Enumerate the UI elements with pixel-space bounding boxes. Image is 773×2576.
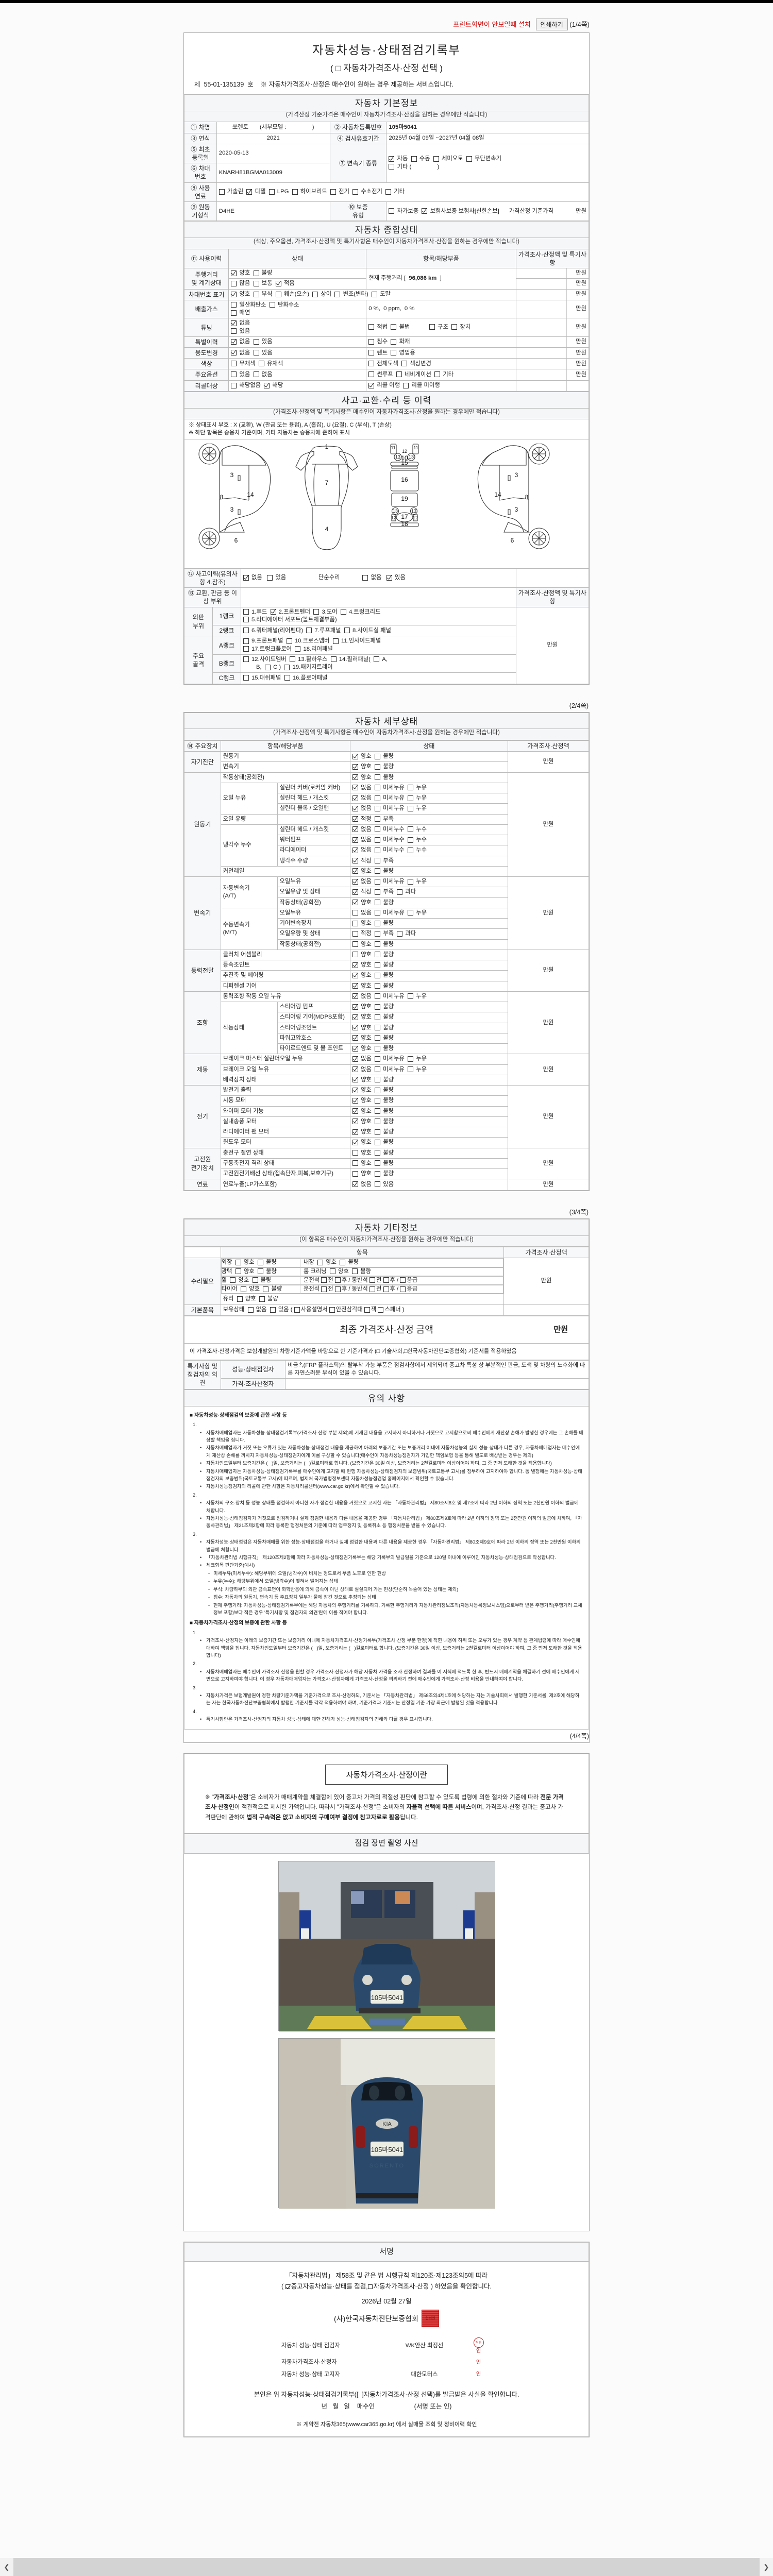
- svg-text:4: 4: [325, 526, 329, 533]
- svg-text:7: 7: [325, 479, 329, 486]
- svg-text:19: 19: [401, 495, 408, 502]
- svg-text:3: 3: [230, 506, 234, 513]
- svg-text:3: 3: [515, 471, 518, 479]
- svg-text:1: 1: [325, 444, 329, 450]
- svg-text:12: 12: [402, 449, 407, 454]
- svg-text:15: 15: [401, 459, 408, 466]
- svg-text:14: 14: [494, 491, 501, 498]
- svg-text:11: 11: [391, 445, 395, 450]
- svg-text:14: 14: [247, 491, 254, 498]
- svg-text:3: 3: [230, 471, 234, 479]
- svg-text:13: 13: [393, 509, 398, 514]
- svg-text:11: 11: [413, 445, 418, 450]
- svg-text:6: 6: [511, 537, 514, 544]
- svg-text:13: 13: [395, 454, 400, 460]
- svg-text:18: 18: [401, 520, 408, 528]
- svg-text:13: 13: [411, 509, 416, 514]
- svg-text:SORENTO: SORENTO: [369, 2163, 405, 2169]
- svg-text:105마5041: 105마5041: [371, 1994, 404, 2002]
- svg-text:12: 12: [413, 515, 418, 520]
- svg-text:6: 6: [234, 537, 238, 544]
- svg-text:8: 8: [220, 494, 224, 501]
- svg-text:KIA: KIA: [382, 2121, 392, 2127]
- svg-text:17: 17: [401, 513, 408, 520]
- svg-text:13: 13: [409, 454, 414, 460]
- svg-text:8: 8: [525, 494, 529, 501]
- svg-text:3: 3: [515, 506, 518, 513]
- svg-text:12: 12: [391, 515, 396, 520]
- svg-text:105마5041: 105마5041: [371, 2146, 404, 2154]
- svg-text:16: 16: [401, 476, 408, 483]
